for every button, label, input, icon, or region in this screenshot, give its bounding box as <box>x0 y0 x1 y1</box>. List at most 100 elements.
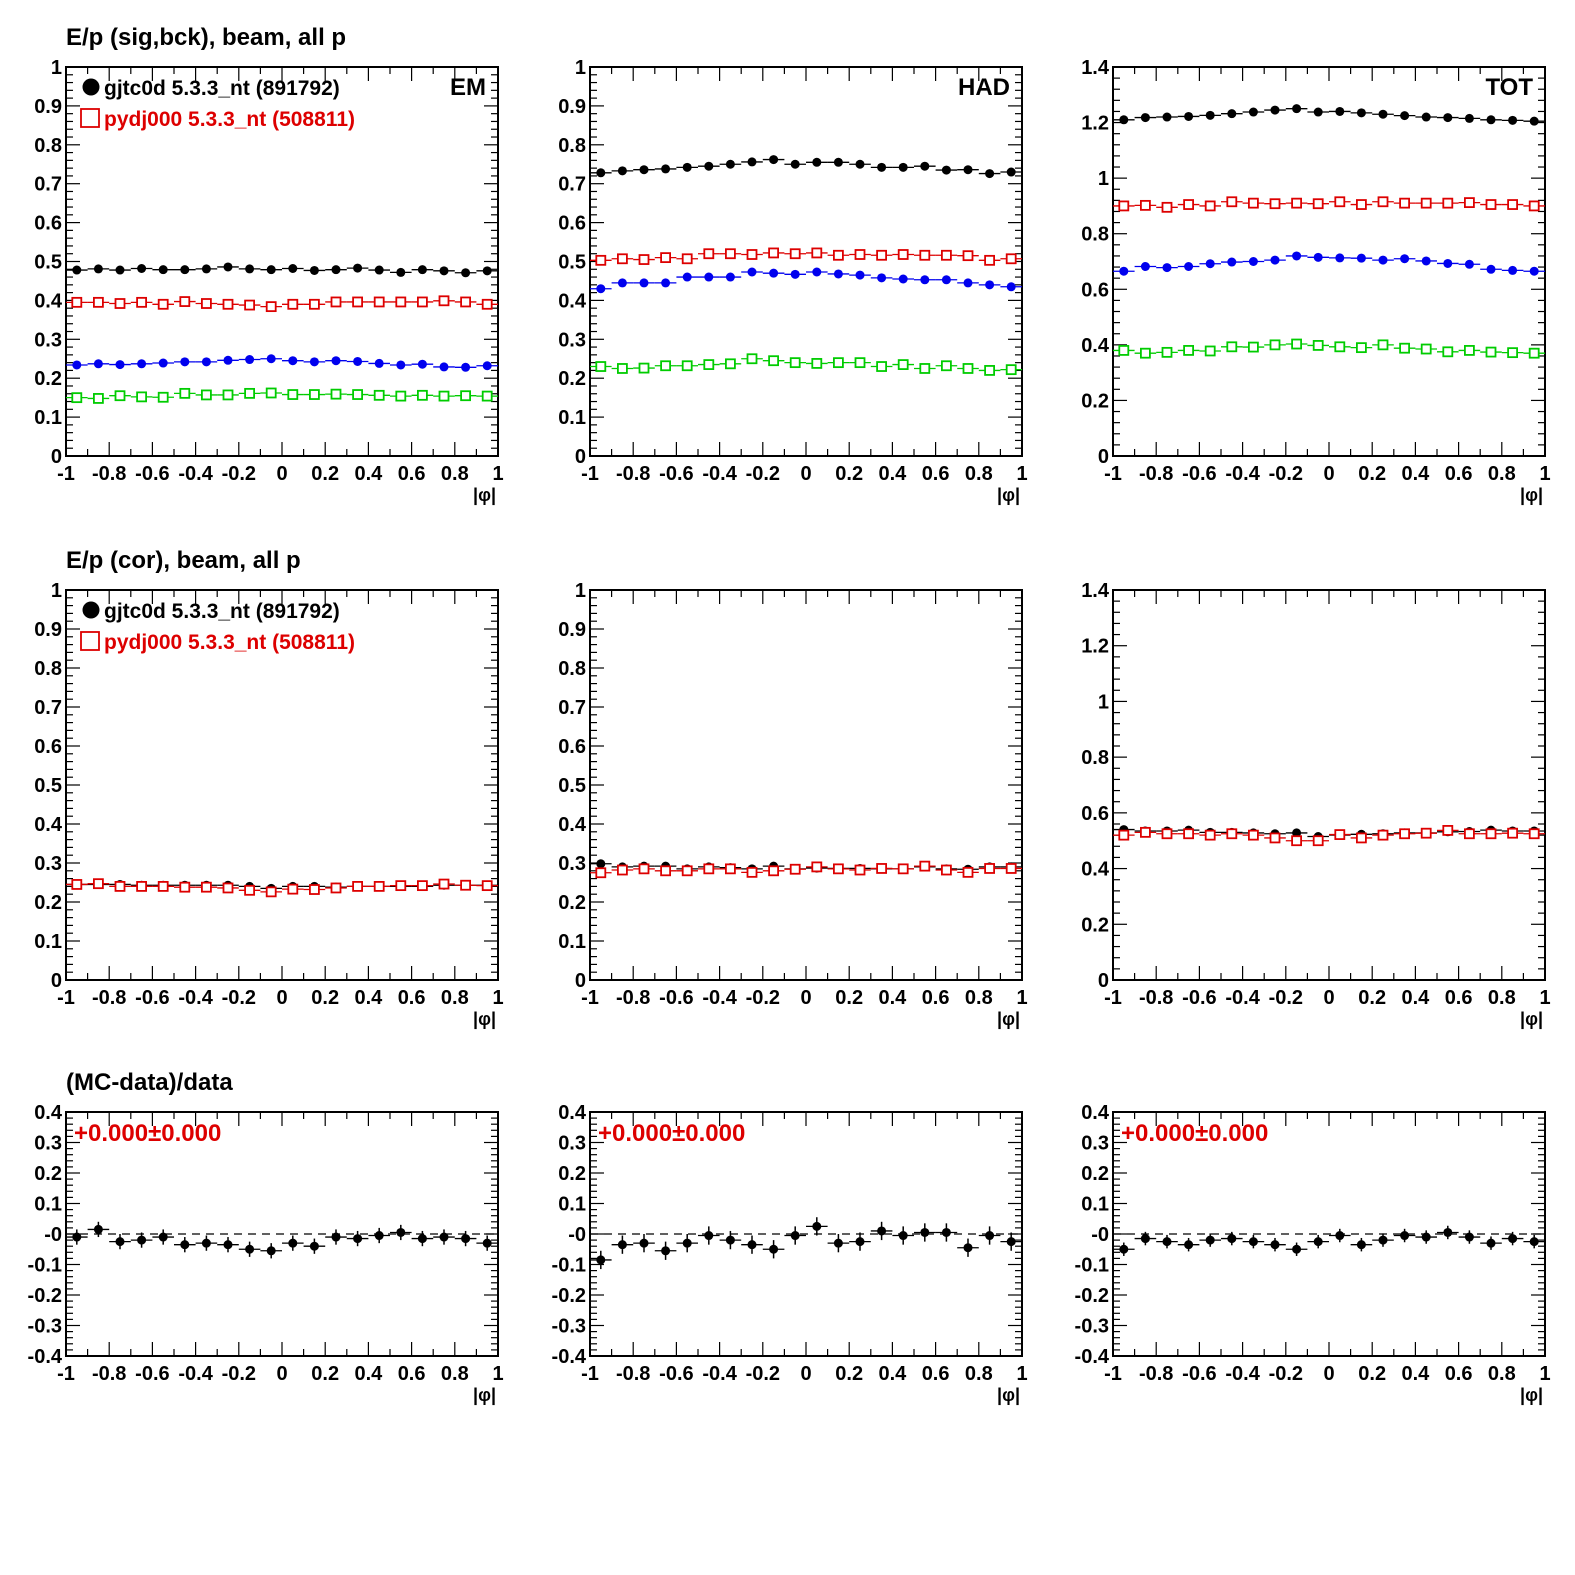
data-point <box>395 390 407 402</box>
data-point <box>941 165 951 175</box>
x-tick-label: 1 <box>1016 1363 1027 1385</box>
y-tick-label: 0.5 <box>34 775 62 797</box>
data-point <box>1464 1232 1474 1242</box>
data-point <box>223 1240 233 1250</box>
y-tick-label: 0.3 <box>34 1133 62 1155</box>
data-point <box>855 270 865 280</box>
x-tick-label: 0.4 <box>354 1363 383 1385</box>
data-point <box>158 1232 168 1242</box>
y-tick-label: -0.1 <box>552 1255 586 1277</box>
data-point <box>72 360 82 370</box>
legend-marker-circle <box>82 601 100 619</box>
row-title-corrected: E/p (cor), beam, all p <box>66 547 301 574</box>
data-point <box>461 268 471 278</box>
data-point <box>789 248 801 260</box>
data-point <box>180 357 190 367</box>
y-tick-label: -0 <box>568 1224 586 1246</box>
data-point <box>1378 1235 1388 1245</box>
y-tick-label: 0 <box>1098 446 1109 468</box>
data-point <box>877 1226 887 1236</box>
data-point <box>1464 259 1474 269</box>
y-tick-label: 1 <box>575 580 586 602</box>
data-point <box>1335 106 1345 116</box>
data-point <box>812 267 822 277</box>
data-point <box>963 1243 973 1253</box>
data-point <box>639 278 649 288</box>
data-point <box>1184 262 1194 272</box>
x-tick-label: 0.6 <box>922 463 950 485</box>
data-point <box>179 881 191 893</box>
x-axis-label: |φ| <box>997 1385 1020 1405</box>
legend-label: gjtc0d 5.3.3_nt (891792) <box>104 600 340 623</box>
data-point <box>287 883 299 895</box>
data-point <box>352 389 364 400</box>
data-point <box>898 274 908 284</box>
y-tick-label: 0.6 <box>34 736 62 758</box>
x-tick-label: 1 <box>1016 987 1027 1009</box>
data-point <box>200 389 212 401</box>
data-point <box>72 1232 82 1242</box>
data-point <box>1005 253 1017 265</box>
data-point <box>287 389 299 400</box>
data-point <box>1248 107 1258 117</box>
legend: gjtc0d 5.3.3_nt (891792) pydj000 5.3.3_nt… <box>80 600 355 654</box>
data-point <box>1508 265 1518 275</box>
data-point <box>330 882 342 894</box>
data-point <box>1507 199 1518 210</box>
y-tick-label: 0.5 <box>558 252 586 274</box>
data-point <box>769 155 779 165</box>
x-tick-label: 0.8 <box>441 987 469 1009</box>
x-axis-label: |φ| <box>473 1009 496 1029</box>
y-tick-label: 0.2 <box>558 368 586 390</box>
x-axis-label: |φ| <box>473 485 496 505</box>
data-point <box>331 265 341 275</box>
y-tick-label: 0.6 <box>1081 279 1109 301</box>
data-point <box>617 864 628 876</box>
data-point <box>854 249 866 260</box>
x-tick-label: -0.2 <box>222 1363 256 1385</box>
data-point <box>308 884 320 895</box>
data-point <box>877 162 887 172</box>
y-tick-label: 0.4 <box>1081 1102 1110 1124</box>
data-point <box>330 388 342 400</box>
data-point <box>1118 345 1130 356</box>
x-tick-label: -0.4 <box>178 987 213 1009</box>
x-tick-label: 0 <box>800 1363 811 1385</box>
data-point <box>1400 1231 1410 1241</box>
data-point <box>984 863 995 874</box>
data-point <box>747 157 757 167</box>
data-point <box>725 272 735 282</box>
y-tick-label: 0.9 <box>34 96 62 118</box>
y-tick-label: 0.2 <box>1081 1163 1109 1185</box>
data-point <box>1399 197 1410 209</box>
data-point <box>288 1238 298 1248</box>
data-point <box>1507 347 1518 359</box>
x-tick-label: -0.2 <box>222 987 256 1009</box>
data-point <box>416 296 428 308</box>
x-tick-label: 0.6 <box>1445 987 1473 1009</box>
x-tick-label: 1 <box>1539 987 1550 1009</box>
x-axis-label: |φ| <box>1520 485 1543 505</box>
data-point <box>1226 341 1238 353</box>
data-point <box>1162 263 1172 273</box>
data-point <box>1313 107 1323 117</box>
data-point <box>93 296 104 308</box>
data-point <box>1006 282 1016 292</box>
data-point <box>769 1244 779 1254</box>
x-tick-label: -0.6 <box>135 1363 169 1385</box>
data-point <box>373 389 385 401</box>
y-tick-label: 1.4 <box>1081 57 1110 79</box>
data-point <box>137 1235 147 1245</box>
y-tick-label: -0.4 <box>28 1346 63 1368</box>
data-point <box>396 267 406 277</box>
data-point <box>790 159 800 169</box>
y-tick-label: -0.2 <box>28 1285 62 1307</box>
data-point <box>136 391 148 403</box>
y-tick-label: -0.1 <box>1075 1255 1109 1277</box>
x-tick-label: 0.6 <box>1445 1363 1473 1385</box>
x-tick-label: -0.8 <box>616 1363 650 1385</box>
y-tick-label: 0.3 <box>34 329 62 351</box>
data-point <box>660 865 671 877</box>
data-point <box>1140 826 1151 838</box>
